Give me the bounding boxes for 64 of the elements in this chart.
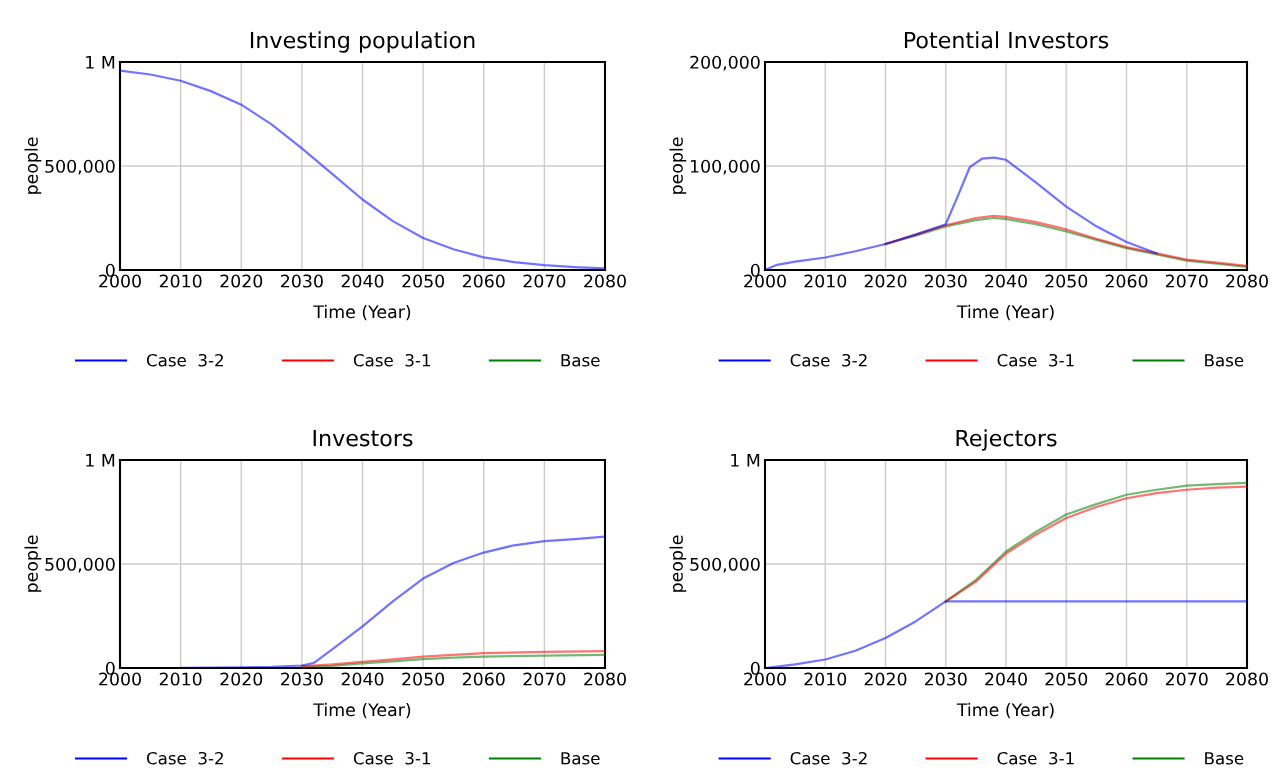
x-tick-label: 2070 xyxy=(1165,274,1208,288)
x-tick-label: 2010 xyxy=(804,274,847,288)
x-tick-label: 2030 xyxy=(281,672,323,686)
x-tick-label: 2030 xyxy=(924,274,967,288)
x-tick-label: 2030 xyxy=(924,672,967,686)
x-tick-label: 2020 xyxy=(220,274,263,288)
legend-label: Base xyxy=(561,354,600,367)
y-tick-label: 500,000 xyxy=(45,159,115,175)
x-tick-label: 2050 xyxy=(1045,672,1088,686)
x-tick-label: 2040 xyxy=(341,274,384,288)
x-tick-label: 2010 xyxy=(159,274,202,288)
legend-label: Case 3-1 xyxy=(353,751,431,765)
legend-label: Case 3-1 xyxy=(997,353,1074,367)
chart-title: Investors xyxy=(313,429,413,447)
y-tick-label: 200,000 xyxy=(690,55,760,71)
x-tick-label: 2080 xyxy=(584,672,626,686)
legend-label: Case 3-2 xyxy=(146,353,223,367)
y-tick-label: 1 M xyxy=(731,453,760,467)
y-tick-label: 1 M xyxy=(86,55,115,69)
x-axis-title: Time (Year) xyxy=(956,304,1054,321)
x-tick-label: 2010 xyxy=(804,672,847,686)
y-axis-title: people xyxy=(669,535,687,592)
x-tick-label: 2080 xyxy=(1226,274,1268,288)
x-tick-label: 2070 xyxy=(523,672,566,686)
legend-label: Case 3-2 xyxy=(146,751,223,765)
legend-label: Base xyxy=(1205,752,1244,765)
x-tick-label: 2020 xyxy=(864,672,907,686)
x-tick-label: 2060 xyxy=(1105,672,1148,686)
x-axis-title: Time (Year) xyxy=(313,304,411,321)
x-tick-label: 2050 xyxy=(402,274,445,288)
x-tick-label: 2070 xyxy=(523,274,566,288)
x-tick-label: 2040 xyxy=(341,672,384,686)
x-tick-label: 2030 xyxy=(281,274,323,288)
chart-title: Potential Investors xyxy=(904,31,1109,49)
x-axis-title: Time (Year) xyxy=(956,702,1054,719)
y-tick-label: 500,000 xyxy=(690,557,760,573)
x-tick-label: 2020 xyxy=(220,672,263,686)
x-tick-label: 2060 xyxy=(462,672,505,686)
legend-label: Case 3-2 xyxy=(790,353,867,367)
chart-title: Investing population xyxy=(250,31,475,53)
x-tick-label: 2060 xyxy=(1105,274,1148,288)
y-tick-label: 500,000 xyxy=(45,557,115,573)
legend-label: Case 3-1 xyxy=(353,353,431,367)
x-tick-label: 2080 xyxy=(1226,672,1268,686)
x-tick-label: 2020 xyxy=(864,274,907,288)
chart-title: Rejectors xyxy=(956,429,1057,451)
x-tick-label: 2040 xyxy=(985,672,1027,686)
x-axis-title: Time (Year) xyxy=(313,702,411,719)
y-axis-title: people xyxy=(24,137,42,194)
y-axis-title: people xyxy=(669,137,687,194)
x-tick-label: 2050 xyxy=(1045,274,1088,288)
legend-label: Case 3-2 xyxy=(790,751,867,765)
legend-label: Base xyxy=(561,752,600,765)
y-tick-label: 100,000 xyxy=(690,159,760,175)
legend-label: Case 3-1 xyxy=(997,751,1074,765)
x-tick-label: 2040 xyxy=(985,274,1027,288)
x-tick-label: 2070 xyxy=(1165,672,1208,686)
x-tick-label: 2010 xyxy=(159,672,202,686)
y-tick-label: 1 M xyxy=(86,453,115,467)
y-axis-title: people xyxy=(24,535,42,592)
x-tick-label: 2050 xyxy=(402,672,445,686)
x-tick-label: 2060 xyxy=(462,274,505,288)
x-tick-label: 2080 xyxy=(584,274,626,288)
legend-label: Base xyxy=(1205,354,1244,367)
